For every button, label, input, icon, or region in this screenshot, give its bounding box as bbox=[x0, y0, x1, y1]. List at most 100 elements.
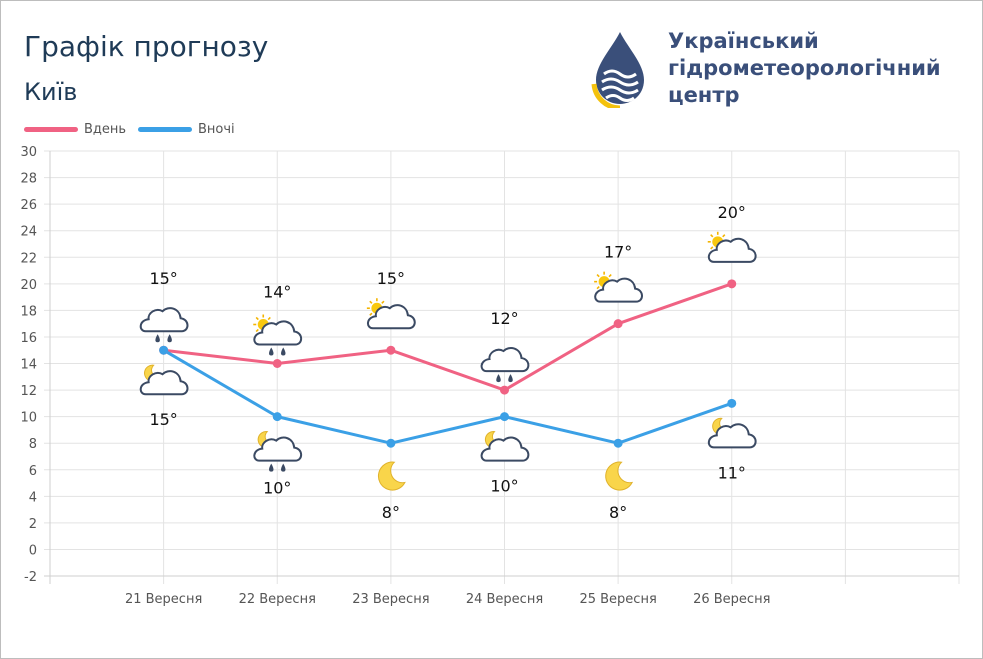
rain-drop bbox=[496, 374, 501, 383]
night-temp-label: 8° bbox=[382, 503, 400, 522]
rain-cloud-icon bbox=[480, 347, 530, 383]
page-title: Графік прогнозу bbox=[24, 30, 269, 63]
y-tick-label: 28 bbox=[20, 172, 37, 187]
org-line: центр bbox=[668, 83, 740, 107]
night-point[interactable] bbox=[386, 438, 396, 448]
moon-cloud-rain-icon bbox=[253, 431, 303, 472]
rain-drop bbox=[508, 374, 513, 383]
y-tick-label: 14 bbox=[20, 358, 37, 373]
x-tick-label: 24 Вересня bbox=[466, 592, 543, 607]
cloud-shape bbox=[367, 304, 416, 330]
y-tick-label: 2 bbox=[29, 517, 37, 532]
day-temp-label: 20° bbox=[718, 203, 746, 222]
night-temp-label: 10° bbox=[263, 479, 291, 498]
night-point[interactable] bbox=[727, 398, 737, 408]
sun-cloud-icon bbox=[594, 271, 643, 303]
x-tick-label: 21 Вересня bbox=[125, 592, 202, 607]
sun-ray bbox=[722, 234, 726, 238]
sun-ray bbox=[381, 300, 385, 304]
cloud-shape bbox=[139, 370, 189, 396]
y-tick-label: 24 bbox=[20, 225, 37, 240]
moon-cloud-icon bbox=[707, 417, 757, 449]
sun-ray bbox=[369, 312, 373, 316]
cloud-shape bbox=[707, 423, 757, 449]
sun-cloud-rain-icon bbox=[253, 314, 303, 356]
cloud-shape bbox=[139, 307, 189, 333]
night-point[interactable] bbox=[613, 438, 623, 448]
y-tick-label: 18 bbox=[20, 304, 37, 319]
y-tick-label: 26 bbox=[20, 198, 37, 213]
sun-cloud-icon bbox=[707, 231, 757, 263]
day-point[interactable] bbox=[386, 345, 396, 355]
day-point[interactable] bbox=[727, 279, 737, 289]
y-tick-label: 22 bbox=[20, 251, 37, 266]
sun-cloud-icon bbox=[366, 298, 416, 330]
day-temp-label: 15° bbox=[377, 269, 405, 288]
day-temp-label: 12° bbox=[490, 309, 518, 328]
day-point[interactable] bbox=[500, 385, 509, 395]
night-temp-label: 11° bbox=[718, 463, 746, 482]
y-tick-label: 10 bbox=[20, 411, 37, 426]
legend-label-night: Вночі bbox=[198, 122, 235, 137]
moon-shape bbox=[605, 461, 634, 491]
moon-cloud-icon bbox=[139, 364, 189, 396]
sun-ray bbox=[267, 316, 271, 321]
cloud-shape bbox=[480, 347, 530, 373]
rain-drop bbox=[269, 347, 274, 356]
moon-icon bbox=[377, 461, 406, 491]
y-tick-label: 30 bbox=[20, 145, 37, 160]
night-series-line bbox=[162, 348, 733, 445]
sun-ray bbox=[710, 234, 714, 238]
cloud-shape bbox=[707, 237, 757, 263]
ugc-logo-icon bbox=[591, 32, 644, 108]
y-tick-label: 8 bbox=[29, 437, 37, 452]
moon-icon bbox=[605, 461, 634, 491]
y-tick-label: -2 bbox=[24, 570, 37, 585]
organization-name: Український гідрометеорологічний центр bbox=[668, 28, 941, 109]
sun-ray bbox=[596, 274, 600, 278]
day-temp-label: 15° bbox=[149, 269, 177, 288]
moon-cloud-icon bbox=[480, 431, 530, 462]
legend-swatch-day bbox=[24, 127, 78, 132]
sun-ray bbox=[710, 246, 714, 250]
rain-drop bbox=[269, 463, 274, 472]
rain-drop bbox=[155, 334, 160, 343]
rain-drop bbox=[281, 463, 286, 472]
legend-swatch-night bbox=[138, 127, 192, 132]
rain-drop bbox=[281, 347, 286, 356]
y-tick-label: 4 bbox=[29, 490, 37, 505]
day-series-line bbox=[163, 282, 733, 392]
legend-item-day[interactable]: Вдень bbox=[24, 122, 126, 137]
cloud-shape bbox=[253, 320, 303, 346]
day-point[interactable] bbox=[613, 319, 623, 329]
cloud-shape bbox=[480, 436, 530, 462]
y-tick-label: 0 bbox=[29, 543, 37, 558]
night-temp-label: 15° bbox=[149, 410, 177, 429]
y-tick-label: 12 bbox=[20, 384, 37, 399]
night-temp-label: 8° bbox=[609, 503, 627, 522]
cloud-shape bbox=[253, 436, 303, 462]
x-tick-label: 26 Вересня bbox=[693, 592, 770, 607]
day-temp-label: 14° bbox=[263, 283, 291, 302]
city-name: Київ bbox=[24, 78, 78, 106]
y-tick-label: 20 bbox=[20, 278, 37, 293]
sun-ray bbox=[369, 300, 373, 304]
night-point[interactable] bbox=[500, 412, 509, 422]
night-point[interactable] bbox=[272, 412, 282, 422]
legend-item-night[interactable]: Вночі bbox=[138, 122, 235, 137]
org-line: гідрометеорологічний bbox=[668, 56, 941, 80]
y-tick-label: 6 bbox=[29, 464, 37, 479]
x-tick-label: 22 Вересня bbox=[239, 592, 316, 607]
y-tick-label: 16 bbox=[20, 331, 37, 346]
sun-ray bbox=[255, 316, 259, 321]
cloud-shape bbox=[594, 277, 643, 303]
night-point[interactable] bbox=[159, 345, 169, 355]
sun-ray bbox=[608, 274, 612, 278]
day-point[interactable] bbox=[272, 359, 282, 368]
rain-cloud-icon bbox=[139, 307, 189, 343]
day-temp-label: 17° bbox=[604, 243, 632, 262]
legend-label-day: Вдень bbox=[84, 122, 127, 137]
rain-drop bbox=[167, 334, 172, 343]
sun-ray bbox=[255, 328, 259, 333]
